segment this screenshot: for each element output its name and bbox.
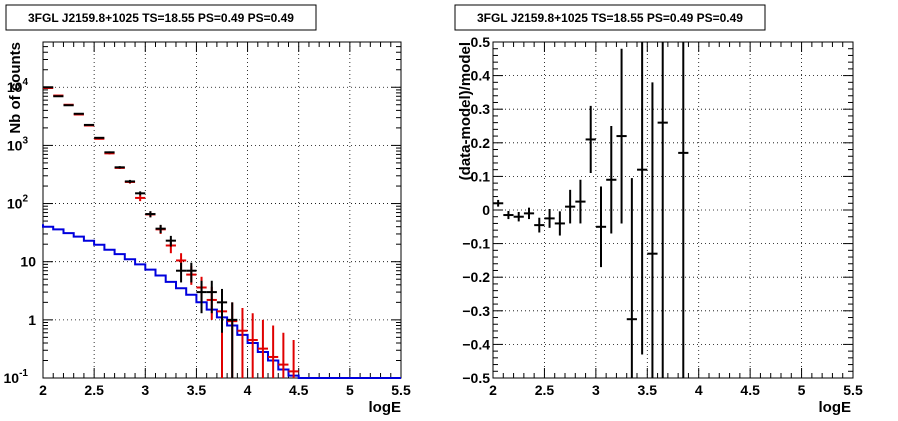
model-point [278, 332, 289, 378]
residuals-y-tick-label: −0.3 [462, 303, 490, 319]
residuals-y-tick-label: 0.5 [471, 34, 491, 50]
counts-y-tick-label: 1 [28, 312, 36, 328]
data-markers [43, 86, 238, 378]
residual-point [513, 212, 524, 222]
model-point [135, 195, 146, 202]
counts-x-tick-label: 5 [346, 382, 354, 398]
residuals-x-tick-label: 2.5 [535, 382, 555, 398]
model-point [237, 307, 248, 378]
residual-point [616, 48, 627, 224]
model-point [288, 340, 299, 378]
residuals-y-tick-label: −0.4 [462, 336, 490, 352]
residual-point [503, 211, 514, 220]
residual-point [523, 207, 535, 220]
model-point [247, 313, 258, 378]
data-point [43, 86, 54, 89]
residual-point [637, 42, 648, 355]
data-point [53, 95, 64, 98]
counts-x-tick-label: 5.5 [391, 382, 411, 398]
counts-grid [43, 42, 401, 378]
model-point [257, 319, 269, 378]
data-point [206, 280, 217, 314]
data-point [145, 211, 156, 218]
counts-y-tick-label: 102 [7, 194, 29, 212]
residual-point [585, 105, 596, 174]
residual-point [575, 179, 586, 224]
counts-title: 3FGL J2159.8+1025 TS=18.55 PS=0.49 PS=0.… [28, 11, 294, 25]
data-point [124, 179, 136, 184]
counts-y-tick-label: 103 [7, 135, 29, 153]
counts-x-tick-label: 2 [39, 382, 47, 398]
residuals-x-tick-label: 5.5 [843, 382, 863, 398]
data-point [175, 262, 187, 283]
residual-point [534, 217, 545, 233]
counts-x-tick-label: 4 [244, 382, 252, 398]
residuals-y-axis-label: (data-model)/model [457, 42, 474, 180]
residual-point [544, 208, 555, 228]
counts-title-box [5, 4, 317, 31]
data-point [114, 166, 125, 169]
data-point [135, 191, 146, 196]
data-point [63, 104, 74, 107]
residuals-x-tick-label: 3 [592, 382, 600, 398]
residual-point [626, 178, 637, 378]
residuals-x-tick-label: 2 [489, 382, 497, 398]
counts-y-tick-label: 10-1 [4, 368, 29, 386]
residuals-y-tick-label: 0 [482, 202, 490, 218]
counts-y-axis-label: Nb of counts [7, 42, 24, 134]
data-point [186, 262, 197, 283]
residual-markers [493, 42, 689, 378]
residuals-panel: 3FGL J2159.8+1025 TS=18.55 PS=0.49 PS=0.… [454, 4, 863, 416]
data-point [73, 112, 84, 115]
residual-point [647, 82, 658, 378]
source-model-histogram [42, 224, 401, 379]
counts-ticks: 2 2.5 3 3.5 4 4.5 5 5.5 10-1 1 10 102 103 104 [4, 41, 411, 398]
counts-x-axis-label: logE [369, 399, 402, 416]
residuals-x-tick-label: 4.5 [740, 382, 760, 398]
residuals-title-box [454, 4, 766, 31]
residual-point [657, 42, 668, 378]
counts-panel: 3FGL J2159.8+1025 TS=18.55 PS=0.49 PS=0.… [4, 4, 411, 416]
counts-x-tick-label: 3.5 [187, 382, 207, 398]
total-model-markers [43, 87, 299, 378]
counts-y-tick-label: 104 [7, 77, 29, 95]
residuals-y-tick-label: 0.4 [471, 68, 491, 84]
residuals-x-tick-label: 4 [695, 382, 703, 398]
residuals-x-tick-label: 3.5 [638, 382, 658, 398]
counts-x-tick-label: 4.5 [289, 382, 309, 398]
residuals-y-tick-label: −0.1 [462, 236, 490, 252]
data-point [227, 302, 238, 378]
residuals-title: 3FGL J2159.8+1025 TS=18.55 PS=0.49 PS=0.… [477, 11, 743, 25]
data-point [196, 280, 207, 314]
residuals-y-tick-label: 0.2 [471, 135, 491, 151]
residuals-y-tick-label: 0.3 [471, 101, 491, 117]
counts-y-tick-label: 10 [20, 254, 36, 270]
residuals-ticks: 2 2.5 3 3.5 4 4.5 5 5.5 −0.5 −0.4 −0.3 −0.2 −0.1 0 0.1… [462, 34, 863, 398]
residual-point [606, 126, 617, 234]
data-point [94, 136, 105, 139]
counts-x-tick-label: 2.5 [84, 382, 104, 398]
residual-point [678, 42, 689, 378]
source-model-line [42, 224, 401, 379]
residual-point [493, 199, 504, 207]
data-point [216, 288, 228, 333]
data-point [155, 224, 166, 234]
residuals-x-tick-label: 5 [798, 382, 806, 398]
data-point [83, 123, 95, 126]
residuals-y-tick-label: −0.2 [462, 269, 490, 285]
data-point [104, 151, 115, 154]
residual-point [595, 186, 607, 268]
residual-point [565, 189, 576, 224]
model-point [268, 325, 279, 378]
residuals-x-axis-label: logE [819, 399, 852, 416]
residuals-y-tick-label: 0.1 [471, 168, 491, 184]
counts-x-tick-label: 3 [141, 382, 149, 398]
residual-point [554, 211, 565, 236]
data-point [165, 235, 176, 247]
residuals-grid [493, 42, 853, 378]
residuals-y-tick-label: −0.5 [462, 370, 490, 386]
